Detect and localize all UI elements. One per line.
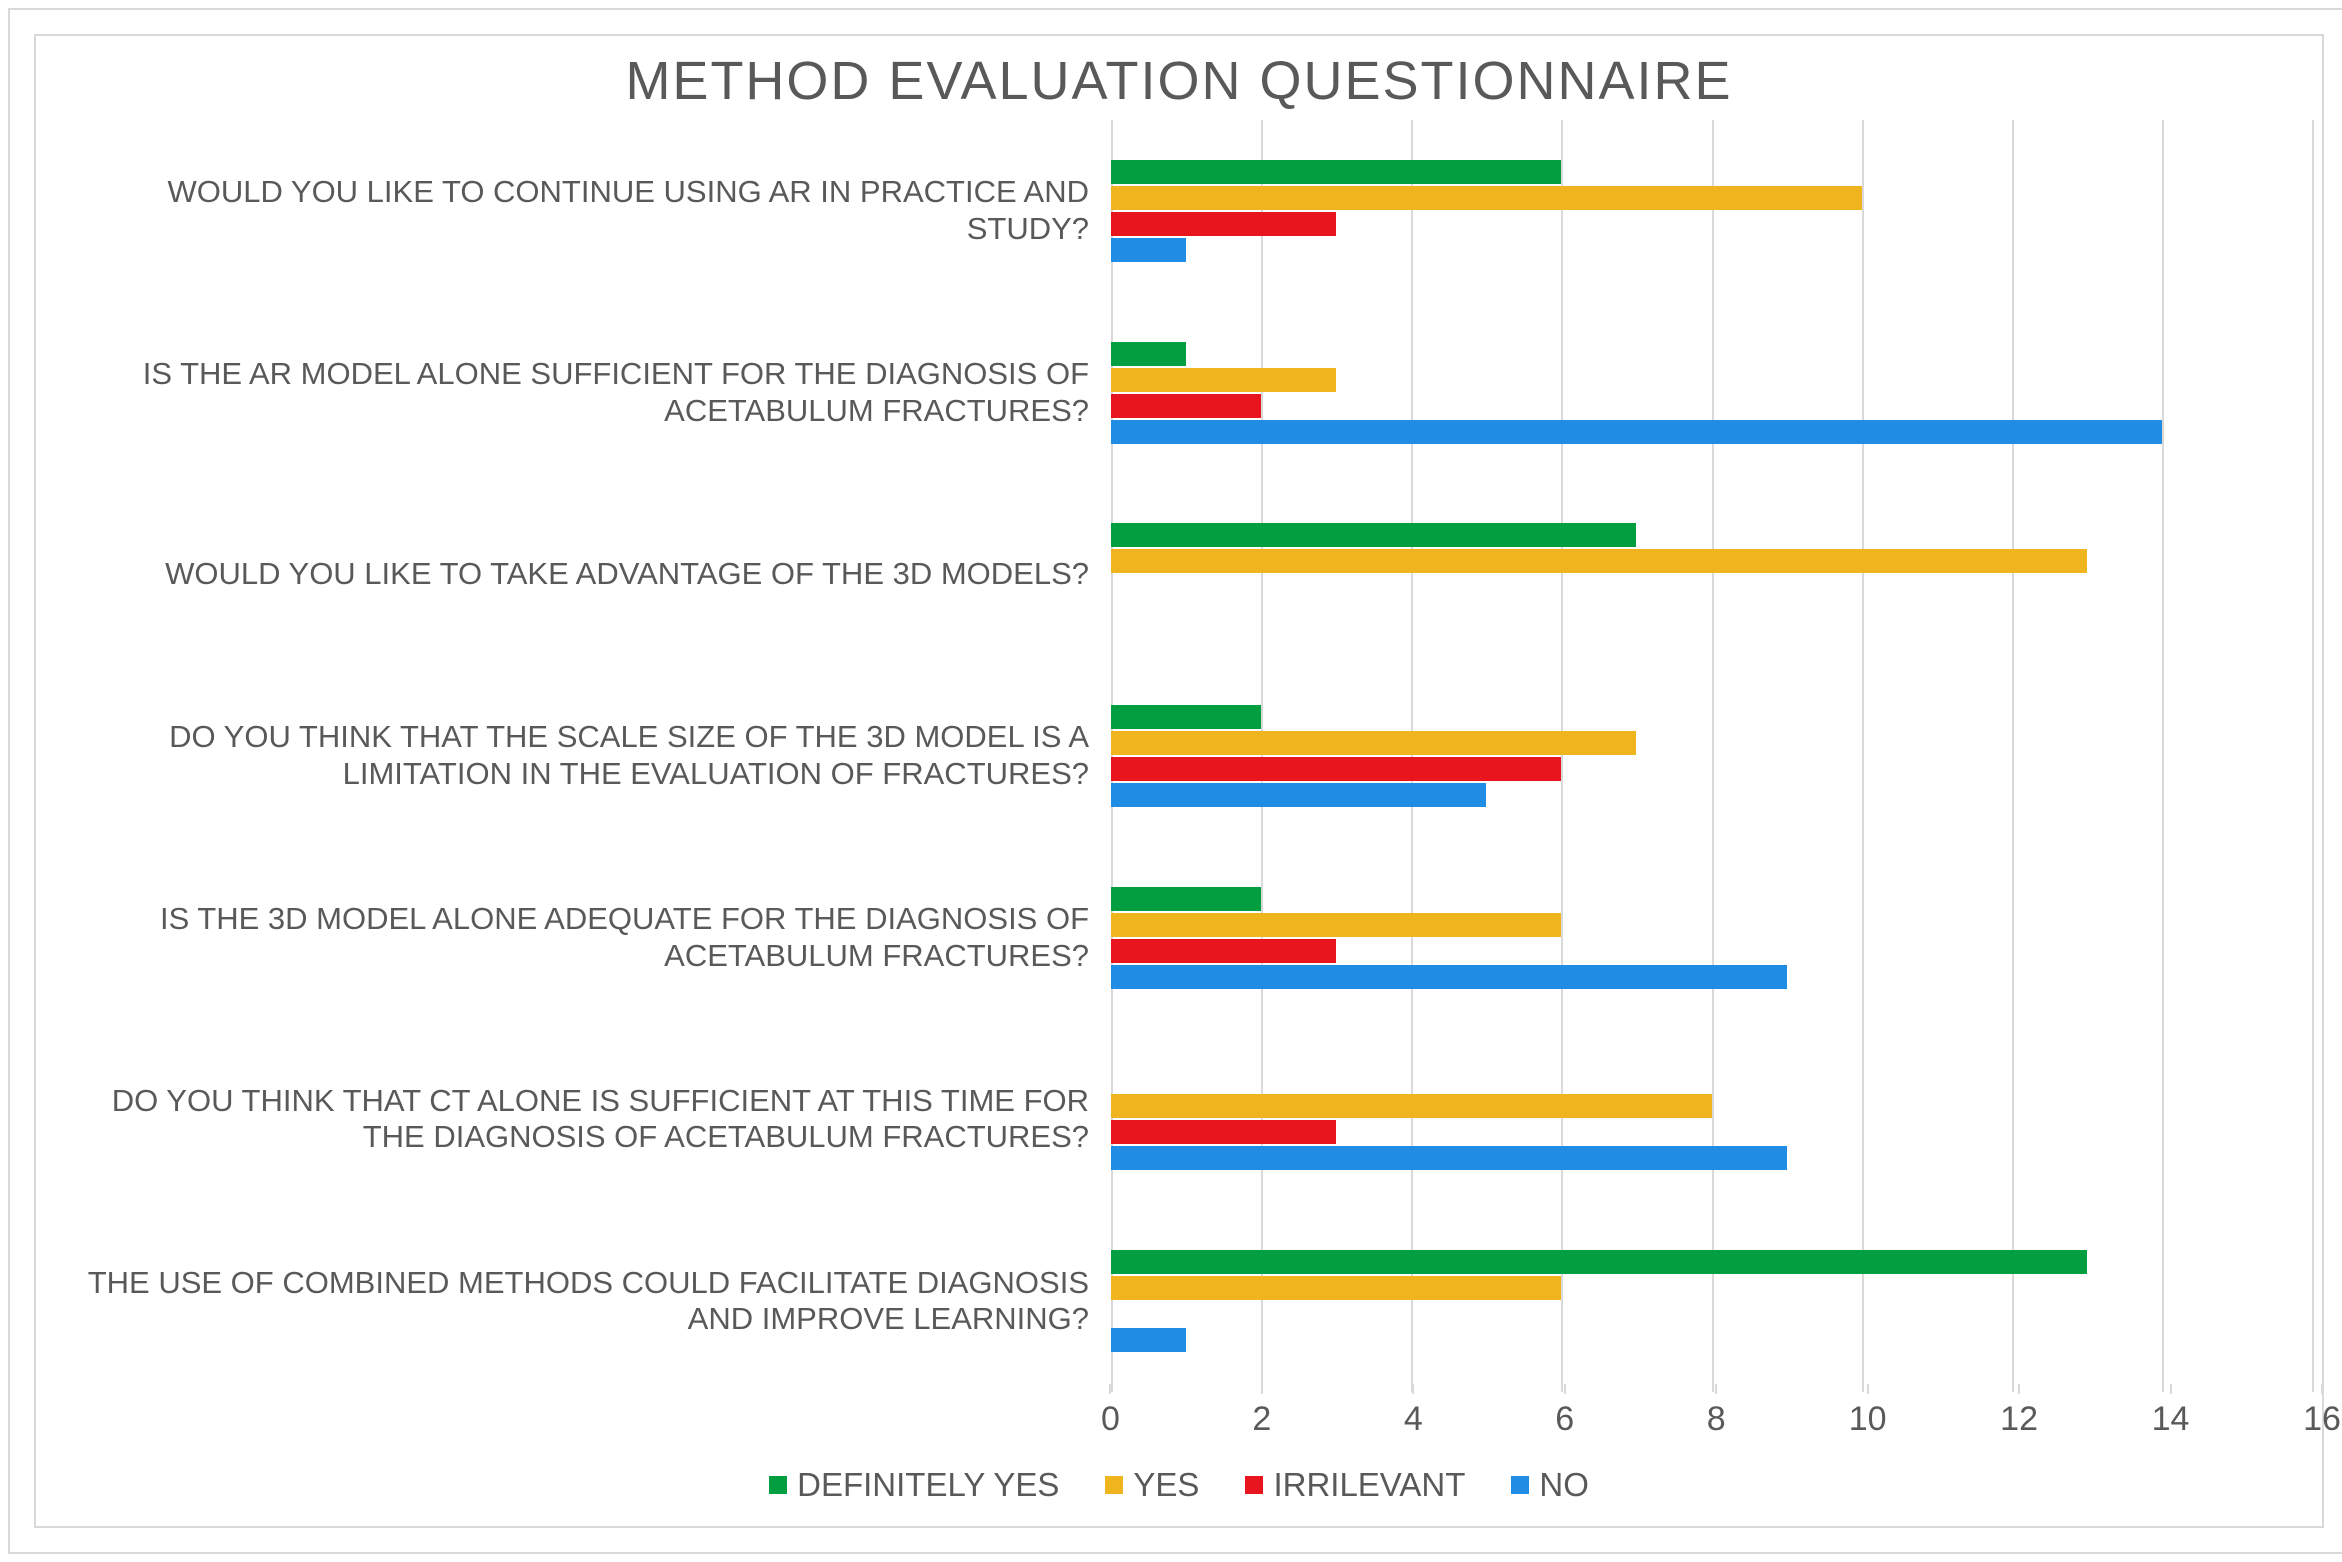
bar-irrelevant [1111,212,1336,236]
tick-mark [2321,1384,2323,1394]
bar-no [1111,1328,1186,1352]
x-tick-label: 0 [1101,1400,1120,1439]
bars-group [1111,302,2312,484]
bar-definitely_yes [1111,523,1636,547]
legend-swatch [1105,1476,1123,1494]
question-label: DO YOU THINK THAT CT ALONE IS SUFFICIENT… [46,1029,1111,1211]
bar-no [1111,238,1186,262]
chart-outer-frame: METHOD EVALUATION QUESTIONNAIRE WOULD YO… [8,8,2342,1554]
bars-group [1111,1210,2312,1392]
question-label: IS THE 3D MODEL ALONE ADEQUATE FOR THE D… [46,847,1111,1029]
bar-yes [1111,1276,1561,1300]
legend-item-yes: YES [1105,1466,1199,1504]
legend-swatch [769,1476,787,1494]
bar-no [1111,965,1787,989]
bar-irrelevant [1111,1120,1336,1144]
legend-label: IRRILEVANT [1273,1466,1465,1504]
bar-definitely_yes [1111,887,1261,911]
tick-mark [1564,1384,1566,1394]
question-label: WOULD YOU LIKE TO TAKE ADVANTAGE OF THE … [46,483,1111,665]
legend-swatch [1511,1476,1529,1494]
bar-yes [1111,1094,1711,1118]
bars-group [1111,120,2312,302]
x-tick-label: 16 [2303,1400,2341,1439]
question-label: WOULD YOU LIKE TO CONTINUE USING AR IN P… [46,120,1111,302]
bar-yes [1111,913,1561,937]
gridline [2312,120,2314,1392]
bar-irrelevant [1111,757,1561,781]
bar-irrelevant [1111,939,1336,963]
x-tick-label: 4 [1404,1400,1423,1439]
bar-definitely_yes [1111,342,1186,366]
question-label: DO YOU THINK THAT THE SCALE SIZE OF THE … [46,665,1111,847]
bar-yes [1111,731,1636,755]
tick-mark [1109,1384,1111,1394]
question-label: THE USE OF COMBINED METHODS COULD FACILI… [46,1210,1111,1392]
bar-no [1111,1146,1787,1170]
bars-group [1111,665,2312,847]
x-tick-label: 6 [1555,1400,1574,1439]
x-tick-label: 2 [1252,1400,1271,1439]
x-axis: 0246810121416 [36,1392,2322,1452]
bars-group [1111,1029,2312,1211]
bars-group [1111,847,2312,1029]
tick-mark [1261,1384,1263,1394]
bar-yes [1111,549,2087,573]
bar-definitely_yes [1111,160,1561,184]
legend-label: DEFINITELY YES [797,1466,1059,1504]
bar-no [1111,420,2162,444]
tick-mark [1412,1384,1414,1394]
chart-legend: DEFINITELY YES YES IRRILEVANT NO [36,1452,2322,1526]
x-axis-ticks: 0246810121416 [1110,1392,2322,1452]
legend-label: YES [1133,1466,1199,1504]
legend-label: NO [1539,1466,1589,1504]
bars-group [1111,483,2312,665]
tick-mark [1715,1384,1717,1394]
bars-column [1111,120,2312,1392]
tick-mark [2170,1384,2172,1394]
x-tick-label: 8 [1707,1400,1726,1439]
x-tick-label: 10 [1849,1400,1887,1439]
bar-no [1111,783,1486,807]
chart-body: WOULD YOU LIKE TO CONTINUE USING AR IN P… [36,120,2322,1392]
tick-mark [1867,1384,1869,1394]
bar-definitely_yes [1111,1250,2087,1274]
bar-definitely_yes [1111,705,1261,729]
chart-title: METHOD EVALUATION QUESTIONNAIRE [36,36,2322,120]
bar-yes [1111,186,1862,210]
legend-item-no: NO [1511,1466,1589,1504]
question-label: IS THE AR MODEL ALONE SUFFICIENT FOR THE… [46,302,1111,484]
x-tick-label: 14 [2152,1400,2190,1439]
bar-yes [1111,368,1336,392]
axis-spacer [36,1392,1110,1452]
bars-stack [1111,120,2312,1392]
legend-swatch [1245,1476,1263,1494]
tick-mark [2018,1384,2020,1394]
legend-item-definitely_yes: DEFINITELY YES [769,1466,1059,1504]
legend-item-irrelevant: IRRILEVANT [1245,1466,1465,1504]
bar-irrelevant [1111,394,1261,418]
x-tick-label: 12 [2000,1400,2038,1439]
y-axis-labels: WOULD YOU LIKE TO CONTINUE USING AR IN P… [46,120,1111,1392]
chart-plot-area: METHOD EVALUATION QUESTIONNAIRE WOULD YO… [34,34,2324,1528]
